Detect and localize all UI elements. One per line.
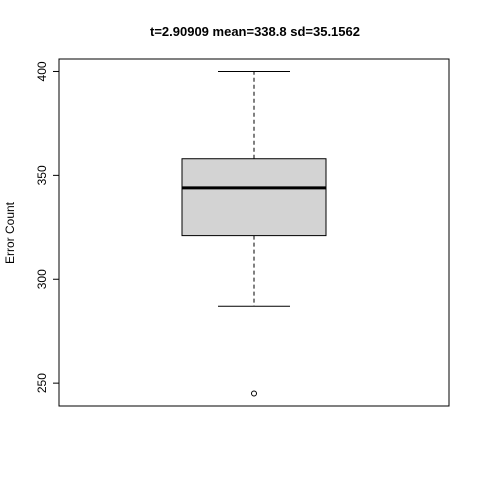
- boxplot: [181, 70, 327, 397]
- chart-title: t=2.90909 mean=338.8 sd=35.1562: [150, 24, 360, 39]
- y-tick-label: 250: [35, 373, 49, 393]
- y-tick-label: 300: [35, 269, 49, 289]
- y-axis-label: Error Count: [3, 201, 17, 264]
- y-tick-label: 350: [35, 165, 49, 185]
- outlier-point: [251, 390, 257, 397]
- y-tick-label: 400: [35, 61, 49, 81]
- iqr-box: [181, 158, 327, 237]
- y-axis: 250 300 350 400: [35, 61, 60, 393]
